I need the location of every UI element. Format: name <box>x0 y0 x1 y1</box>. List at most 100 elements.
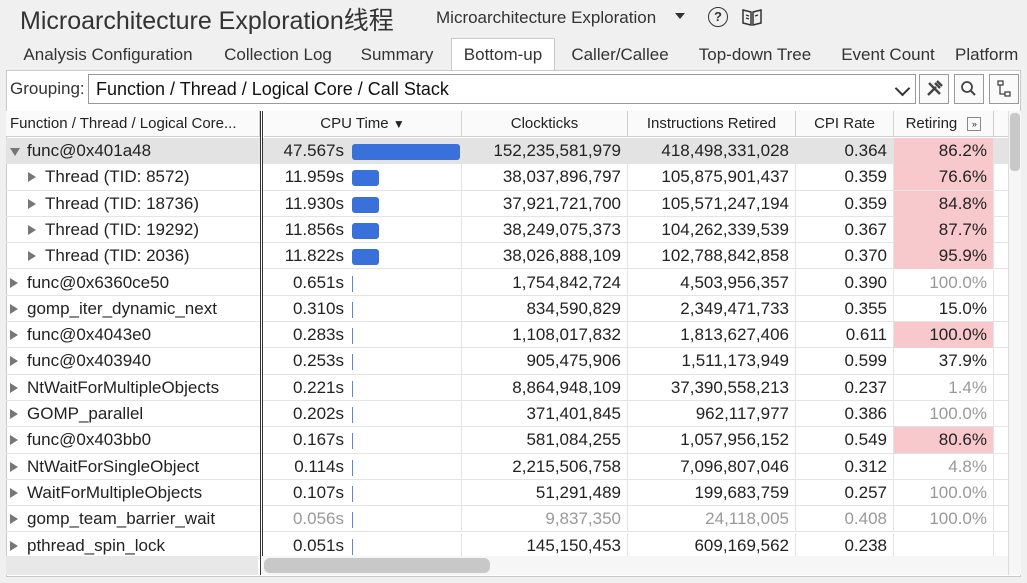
column-header-cpi-rate[interactable]: CPI Rate <box>796 111 894 137</box>
chevron-down-icon[interactable] <box>675 13 685 19</box>
tab-event-count[interactable]: Event Count <box>841 45 935 64</box>
chevron-down-icon[interactable] <box>894 80 911 97</box>
cpu-time-value: 0.107s <box>292 482 344 502</box>
instructions-retired-value: 104,262,339,539 <box>628 216 796 243</box>
cpu-time-bar-cell <box>350 190 462 217</box>
cpu-time-bar-cell <box>350 479 462 506</box>
tab-analysis-configuration[interactable]: Analysis Configuration <box>23 45 193 64</box>
row-name: func@0x401a48 <box>27 141 152 160</box>
help-icon[interactable]: ? <box>708 7 728 27</box>
retiring-value: 86.2% <box>894 138 994 164</box>
table-row[interactable]: NtWaitForSingleObject 0.114s 2,215,506,758… <box>6 453 1012 480</box>
expand-arrow-icon[interactable] <box>10 303 18 314</box>
column-header-retiring[interactable]: Retiring » <box>894 111 994 137</box>
instructions-retired-value: 418,498,331,028 <box>628 138 796 164</box>
instructions-retired-value: 1,813,627,406 <box>628 322 796 349</box>
row-name: func@0x4043e0 <box>27 325 152 345</box>
vertical-scrollbar-thumb[interactable] <box>1010 113 1020 171</box>
row-name: NtWaitForSingleObject <box>27 456 200 476</box>
cpu-time-bar <box>352 459 353 476</box>
tab-collection-log[interactable]: Collection Log <box>224 45 332 64</box>
tab-top-down-tree[interactable]: Top-down Tree <box>698 45 812 64</box>
search-button[interactable] <box>954 74 984 104</box>
column-header-cpu-time[interactable]: CPU Time ▼ <box>264 111 462 137</box>
cpi-rate-value: 0.367 <box>796 216 894 243</box>
clockticks-value: 9,837,350 <box>462 506 628 533</box>
table-row[interactable]: func@0x6360ce50 0.651s 1,754,842,724 4,503,… <box>6 269 1012 296</box>
table-row[interactable]: Thread (TID: 18736) 11.930s 37,921,721,700… <box>6 190 1012 217</box>
row-name: func@0x403940 <box>27 351 152 371</box>
expand-arrow-icon[interactable] <box>10 356 18 367</box>
grouping-select[interactable]: Function / Thread / Logical Core / Call … <box>88 74 916 104</box>
tab-caller-callee[interactable]: Caller/Callee <box>571 45 669 64</box>
cpu-time-bar-cell <box>350 427 462 454</box>
tab-bottom-up[interactable]: Bottom-up <box>451 38 555 71</box>
column-header-name[interactable]: Function / Thread / Logical Core... <box>6 111 260 137</box>
expand-columns-icon[interactable]: » <box>967 117 982 132</box>
call-stack-view-button[interactable] <box>989 74 1019 104</box>
table-row[interactable]: Thread (TID: 19292) 11.856s 38,249,075,373… <box>6 216 1012 244</box>
table-row[interactable]: GOMP_parallel 0.202s 371,401,845 962,117,97… <box>6 401 1012 428</box>
expand-arrow-icon[interactable] <box>10 461 18 472</box>
instructions-retired-value: 609,169,562 <box>628 532 796 559</box>
table-row[interactable]: Thread (TID: 8572) 11.959s 38,037,896,797 1… <box>6 164 1012 191</box>
cpu-time-bar <box>352 380 353 397</box>
left-pane-scrollbar[interactable] <box>6 556 258 575</box>
cpu-time-bar <box>352 354 353 371</box>
table-row[interactable]: pthread_spin_lock 0.051s 145,150,453 609,16… <box>6 532 1012 559</box>
expand-arrow-icon[interactable] <box>28 251 36 262</box>
table-row[interactable]: func@0x403940 0.253s 905,475,906 1,511,173,… <box>6 348 1012 375</box>
expand-arrow-icon[interactable] <box>10 330 18 341</box>
tab-summary[interactable]: Summary <box>360 45 434 64</box>
horizontal-scrollbar-thumb[interactable] <box>264 558 490 573</box>
expand-arrow-icon[interactable] <box>28 198 36 209</box>
analysis-type-selector[interactable]: Microarchitecture Exploration <box>436 8 657 27</box>
cpu-time-bar-cell <box>350 243 462 270</box>
row-name: NtWaitForMultipleObjects <box>27 377 220 397</box>
cpu-time-bar <box>352 328 353 345</box>
expand-arrow-icon[interactable] <box>10 277 18 288</box>
column-header-clockticks[interactable]: Clockticks <box>462 111 628 137</box>
expand-arrow-icon[interactable] <box>28 172 36 183</box>
cpu-time-bar-cell <box>350 453 462 480</box>
expand-arrow-icon[interactable] <box>10 540 18 551</box>
cpu-time-bar-cell <box>350 269 462 296</box>
table-row[interactable]: func@0x403bb0 0.167s 581,084,255 1,057,956,… <box>6 427 1012 454</box>
cpu-time-value: 11.856s <box>284 219 344 239</box>
expand-arrow-icon[interactable] <box>28 224 36 235</box>
table-row[interactable]: func@0x401a48 47.567s 152,235,581,979 418,4… <box>6 138 1012 165</box>
column-header-instructions-retired[interactable]: Instructions Retired <box>628 111 796 137</box>
table-row[interactable]: gomp_iter_dynamic_next 0.310s 834,590,829 2… <box>6 295 1012 323</box>
row-name: func@0x403bb0 <box>27 430 152 450</box>
customize-grouping-button[interactable] <box>919 74 949 104</box>
book-icon[interactable] <box>741 7 763 27</box>
table-row[interactable]: NtWaitForMultipleObjects 0.221s 8,864,948,… <box>6 374 1012 401</box>
pane-splitter[interactable] <box>260 111 263 575</box>
table-row[interactable]: Thread (TID: 2036) 11.822s 38,026,888,109 1… <box>6 243 1012 270</box>
table-row[interactable]: gomp_team_barrier_wait 0.056s 9,837,350 24,… <box>6 506 1012 533</box>
row-name: GOMP_parallel <box>27 404 144 423</box>
horizontal-scrollbar[interactable] <box>262 556 1008 575</box>
cpi-rate-value: 0.549 <box>796 427 894 454</box>
row-name: pthread_spin_lock <box>27 535 165 555</box>
expand-arrow-icon[interactable] <box>10 382 18 393</box>
cpu-time-value: 11.959s <box>284 167 344 187</box>
tab-platform[interactable]: Platform <box>955 45 1019 64</box>
expand-arrow-icon[interactable] <box>10 409 18 419</box>
vertical-scrollbar[interactable] <box>1008 111 1021 575</box>
cpi-rate-value: 0.237 <box>796 374 894 401</box>
table-row[interactable]: func@0x4043e0 0.283s 1,108,017,832 1,813,62… <box>6 322 1012 349</box>
clockticks-value: 1,754,842,724 <box>462 269 628 296</box>
expand-arrow-icon[interactable] <box>10 514 18 525</box>
table-row[interactable]: WaitForMultipleObjects 0.107s 51,291,489 19… <box>6 479 1012 507</box>
cpi-rate-value: 0.599 <box>796 348 894 375</box>
retiring-value: 37.9% <box>894 348 994 375</box>
expand-arrow-icon[interactable] <box>10 487 18 498</box>
retiring-value: 80.6% <box>894 427 994 454</box>
expand-arrow-icon[interactable] <box>10 435 18 446</box>
cpu-time-bar <box>352 144 460 160</box>
clockticks-value: 38,249,075,373 <box>462 216 628 243</box>
cpi-rate-value: 0.386 <box>796 401 894 427</box>
collapse-arrow-icon[interactable] <box>10 148 20 156</box>
retiring-value: 15.0% <box>894 295 994 322</box>
